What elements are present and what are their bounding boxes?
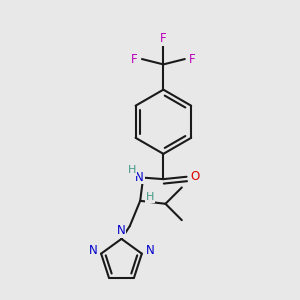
Text: O: O (190, 170, 199, 183)
Text: H: H (146, 192, 154, 202)
Text: N: N (146, 244, 154, 257)
Text: H: H (128, 165, 136, 175)
Text: F: F (189, 52, 196, 66)
Text: N: N (117, 224, 126, 237)
Text: N: N (135, 170, 144, 184)
Text: F: F (160, 32, 167, 45)
Text: N: N (88, 244, 97, 257)
Text: F: F (131, 52, 138, 66)
